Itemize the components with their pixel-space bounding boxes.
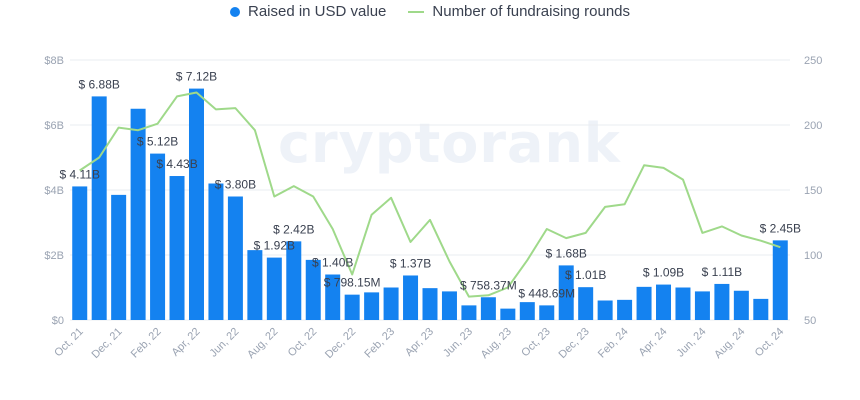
y-tick-label-right: 100: [804, 250, 822, 262]
data-label: $ 3.80B: [215, 178, 256, 192]
x-tick-label: Dec, 21: [89, 326, 124, 361]
data-label: $ 1.09B: [643, 266, 684, 280]
x-tick-label: Jun, 24: [675, 326, 709, 360]
bar: [578, 287, 594, 320]
bar: [325, 274, 341, 320]
bar: [344, 294, 360, 320]
bar: [772, 240, 788, 320]
y-tick-label-right: 200: [804, 120, 822, 132]
bar: [461, 305, 477, 320]
x-tick-label: Feb, 24: [596, 326, 631, 361]
bar: [383, 287, 399, 320]
y-tick-label-left: $4B: [44, 185, 64, 197]
bar: [72, 186, 88, 320]
y-tick-label-right: 150: [804, 185, 822, 197]
data-label: $ 1.37B: [390, 256, 431, 270]
x-tick-label: Feb, 23: [362, 326, 397, 361]
x-tick-label: Feb, 22: [129, 326, 164, 361]
data-label: $ 2.45B: [760, 221, 801, 235]
x-tick-label: Oct, 22: [286, 326, 320, 360]
watermark-logo: cryptorank: [278, 112, 621, 175]
bar: [227, 196, 243, 320]
bar: [500, 308, 516, 320]
legend-line-swatch: [408, 10, 425, 13]
x-tick-label: Apr, 23: [403, 326, 436, 359]
legend-line-label: Number of fundraising rounds: [432, 3, 630, 20]
x-tick-label: Jun, 22: [208, 326, 242, 360]
x-tick-label: Apr, 22: [169, 326, 202, 359]
bar: [617, 299, 633, 320]
bar: [91, 96, 107, 321]
data-label: $ 4.11B: [59, 167, 99, 181]
x-tick-label: Aug, 24: [712, 326, 747, 361]
x-tick-label: Oct, 23: [519, 326, 553, 360]
bar: [539, 305, 555, 320]
bar: [714, 283, 730, 320]
data-label: $ 4.43B: [156, 157, 197, 171]
bar: [636, 286, 652, 320]
bar: [441, 291, 457, 320]
x-tick-label: Oct, 24: [753, 326, 787, 360]
bar: [403, 275, 419, 320]
bar: [597, 300, 613, 320]
bar: [656, 284, 672, 320]
chart-legend: Raised in USD value Number of fundraisin…: [0, 3, 860, 20]
bar: [480, 297, 496, 320]
bar: [150, 153, 166, 320]
data-label: $ 5.12B: [137, 135, 178, 149]
bar: [519, 302, 535, 320]
data-label: $ 2.42B: [273, 222, 314, 236]
x-tick-label: Jun, 23: [441, 326, 475, 360]
bar: [753, 298, 769, 320]
bar: [208, 183, 224, 320]
y-tick-label-left: $6B: [44, 120, 64, 132]
bar: [733, 290, 749, 320]
bar: [188, 88, 204, 320]
y-tick-label-right: 50: [804, 315, 816, 327]
legend-item-raised[interactable]: Raised in USD value: [229, 3, 387, 20]
bar: [422, 288, 438, 320]
x-tick-label: Oct, 21: [52, 326, 86, 360]
data-label: $ 7.12B: [176, 70, 217, 84]
x-tick-label: Apr, 24: [637, 326, 670, 359]
y-tick-label-left: $0: [52, 315, 64, 327]
data-label: $ 1.92B: [254, 239, 295, 253]
y-tick-label-right: 250: [804, 55, 822, 67]
data-label: $ 798.15M: [324, 276, 381, 290]
legend-bar-swatch: [229, 6, 240, 17]
data-label: $ 1.68B: [546, 246, 587, 260]
bar: [130, 108, 146, 320]
bar: [558, 265, 574, 320]
y-tick-label-left: $2B: [44, 250, 64, 262]
bar: [266, 257, 282, 320]
legend-bars-label: Raised in USD value: [247, 3, 387, 20]
x-tick-label: Dec, 22: [323, 326, 358, 361]
bar: [694, 291, 710, 320]
bar: [364, 292, 380, 320]
bar: [675, 287, 691, 320]
data-label: $ 1.11B: [702, 265, 742, 279]
data-label: $ 1.40B: [312, 256, 353, 270]
bar: [305, 259, 321, 320]
x-tick-label: Aug, 23: [479, 326, 514, 361]
bar: [286, 241, 302, 320]
data-label: $ 758.37M: [460, 278, 517, 292]
bar: [111, 194, 127, 320]
bar: [247, 250, 263, 320]
legend-item-rounds[interactable]: Number of fundraising rounds: [408, 3, 630, 20]
y-tick-label-left: $8B: [44, 55, 64, 67]
x-tick-label: Aug, 22: [245, 326, 280, 361]
rounds-line: [79, 91, 781, 298]
x-tick-label: Dec, 23: [556, 326, 591, 361]
data-label: $ 448.69M: [518, 286, 575, 300]
bar: [169, 176, 185, 320]
data-label: $ 1.01B: [565, 268, 606, 282]
data-label: $ 6.88B: [79, 77, 120, 91]
